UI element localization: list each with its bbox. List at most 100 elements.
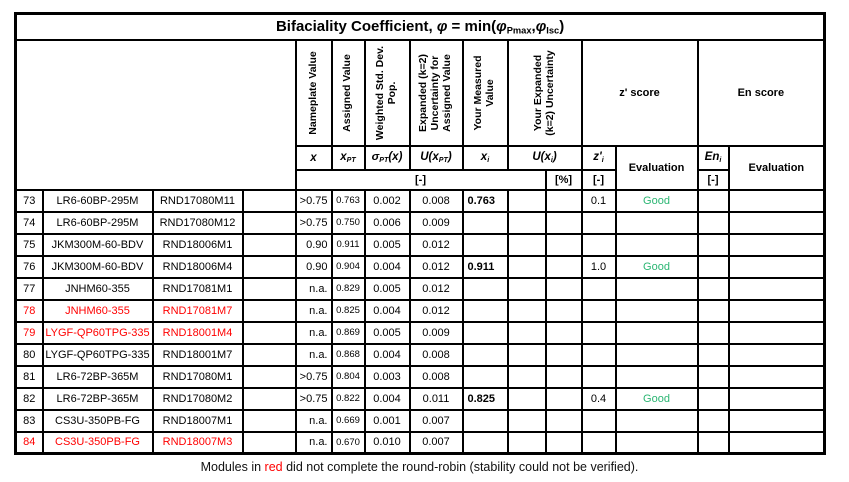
cell-measured-value	[461, 232, 509, 257]
cell-en-score	[696, 386, 730, 411]
cell-measured-value	[461, 342, 509, 367]
cell-expanded-uncertainty: 0.009	[408, 320, 464, 345]
cell-measured-value	[461, 408, 509, 433]
symbol-z-i-base: z'	[593, 150, 602, 163]
cell-weighted-std-dev: 0.004	[363, 342, 411, 367]
col-header-your-measured-value-label: Your Measured Value	[472, 54, 496, 131]
unit-z-score: [-]	[580, 168, 617, 191]
cell-row-number: 84	[14, 430, 44, 455]
cell-module-name: LYGF-QP60TPG-335	[41, 342, 154, 367]
cell-uxi-abs	[506, 408, 547, 433]
cell-measured-value: 0.763	[461, 188, 509, 213]
symbol-u-x-pt-base: U(x	[420, 150, 439, 163]
cell-uxi-abs	[506, 210, 547, 235]
cell-z-score	[580, 298, 617, 323]
cell-z-evaluation	[614, 408, 699, 433]
cell-expanded-uncertainty: 0.008	[408, 364, 464, 389]
table-row: 76 JKM300M-60-BDV RND18006M4 0.90 0.904 …	[14, 254, 826, 279]
col-header-weighted-std-dev: Weighted Std. Dev. Pop.	[363, 38, 411, 147]
cell-en-evaluation	[727, 276, 826, 301]
cell-module-name: LR6-72BP-365M	[41, 386, 154, 411]
cell-nameplate-value: n.a.	[294, 320, 333, 345]
table-row: 82 LR6-72BP-365M RND17080M2 >0.75 0.822 …	[14, 386, 826, 411]
symbol-u-x-i-base: U(x	[532, 150, 551, 163]
cell-uxi-abs	[506, 320, 547, 345]
cell-z-score	[580, 320, 617, 345]
cell-expanded-uncertainty: 0.012	[408, 254, 464, 279]
cell-blank	[241, 298, 297, 323]
symbol-u-x-i-sub: i	[550, 155, 553, 164]
cell-z-evaluation	[614, 320, 699, 345]
cell-assigned-value: 0.869	[330, 320, 366, 345]
table-row: 77 JNHM60-355 RND17081M1 n.a. 0.829 0.00…	[14, 276, 826, 301]
cell-en-score	[696, 188, 730, 213]
cell-module-id: RND17080M2	[151, 386, 244, 411]
cell-uxi-percent	[544, 254, 583, 279]
cell-assigned-value: 0.669	[330, 408, 366, 433]
cell-z-score	[580, 430, 617, 455]
cell-weighted-std-dev: 0.010	[363, 430, 411, 455]
cell-en-score	[696, 254, 730, 279]
cell-module-name: LR6-60BP-295M	[41, 210, 154, 235]
cell-module-name: JNHM60-355	[41, 276, 154, 301]
col-header-nameplate-value: Nameplate Value	[294, 38, 333, 147]
col-header-your-measured-value: Your Measured Value	[461, 38, 509, 147]
table-row: 81 LR6-72BP-365M RND17080M1 >0.75 0.804 …	[14, 364, 826, 389]
cell-weighted-std-dev: 0.005	[363, 320, 411, 345]
symbol-sigma-post: (x)	[388, 150, 403, 163]
cell-expanded-uncertainty: 0.009	[408, 210, 464, 235]
cell-measured-value: 0.911	[461, 254, 509, 279]
title-comma: ,	[531, 17, 536, 35]
cell-en-evaluation	[727, 342, 826, 367]
col-header-your-expanded-uncertainty-label: Your Expanded (k=2) Uncertainty	[531, 49, 556, 136]
cell-uxi-abs	[506, 188, 547, 213]
cell-en-evaluation	[727, 188, 826, 213]
cell-weighted-std-dev: 0.003	[363, 364, 411, 389]
cell-row-number: 81	[14, 364, 44, 389]
cell-z-evaluation	[614, 298, 699, 323]
symbol-u-x-pt: U(xPT)	[408, 144, 464, 171]
cell-uxi-abs	[506, 298, 547, 323]
cell-en-score	[696, 276, 730, 301]
cell-assigned-value: 0.911	[330, 232, 366, 257]
symbol-z-i: z'i	[580, 144, 617, 171]
cell-expanded-uncertainty: 0.011	[408, 386, 464, 411]
cell-row-number: 74	[14, 210, 44, 235]
cell-blank	[241, 276, 297, 301]
cell-assigned-value: 0.829	[330, 276, 366, 301]
cell-uxi-abs	[506, 254, 547, 279]
symbol-x-pt-sub: PT	[346, 155, 356, 164]
cell-row-number: 83	[14, 408, 44, 433]
cell-weighted-std-dev: 0.006	[363, 210, 411, 235]
symbol-u-x-i-post: )	[552, 150, 557, 163]
cell-row-number: 77	[14, 276, 44, 301]
cell-nameplate-value: n.a.	[294, 430, 333, 455]
cell-blank	[241, 364, 297, 389]
cell-assigned-value: 0.804	[330, 364, 366, 389]
table-row: 84 CS3U-350PB-FG RND18007M3 n.a. 0.670 0…	[14, 430, 826, 455]
cell-row-number: 76	[14, 254, 44, 279]
cell-blank	[241, 320, 297, 345]
cell-en-evaluation	[727, 320, 826, 345]
symbol-sigma-sub: PT	[379, 155, 389, 164]
cell-z-score: 0.1	[580, 188, 617, 213]
cell-z-evaluation	[614, 430, 699, 455]
footer-text-pre: Modules in	[200, 460, 265, 474]
title-text: Bifaciality Coefficient,	[275, 17, 437, 35]
cell-nameplate-value: n.a.	[294, 408, 333, 433]
cell-uxi-abs	[506, 342, 547, 367]
symbol-u-x-pt-sub: PT	[438, 155, 448, 164]
cell-weighted-std-dev: 0.005	[363, 232, 411, 257]
cell-module-id: RND17080M11	[151, 188, 244, 213]
cell-assigned-value: 0.763	[330, 188, 366, 213]
col-header-nameplate-value-label: Nameplate Value	[306, 50, 319, 135]
cell-weighted-std-dev: 0.002	[363, 188, 411, 213]
cell-measured-value	[461, 210, 509, 235]
cell-en-evaluation	[727, 254, 826, 279]
bifaciality-table: Bifaciality Coefficient, φ = min(φPmax,φ…	[14, 12, 827, 455]
cell-module-id: RND18006M4	[151, 254, 244, 279]
symbol-x-pt: xPT	[330, 144, 366, 171]
cell-weighted-std-dev: 0.001	[363, 408, 411, 433]
cell-module-name: JKM300M-60-BDV	[41, 254, 154, 279]
table-row: 83 CS3U-350PB-FG RND18007M1 n.a. 0.669 0…	[14, 408, 826, 433]
